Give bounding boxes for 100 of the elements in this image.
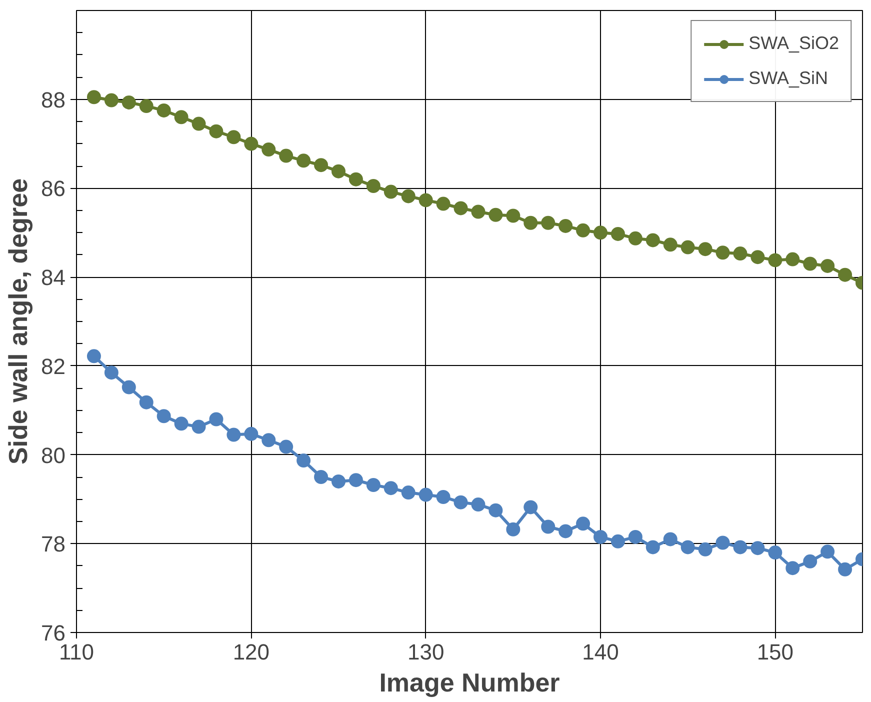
point	[576, 223, 590, 238]
point	[716, 536, 730, 550]
point	[506, 208, 520, 223]
point	[86, 349, 101, 364]
point	[524, 500, 538, 514]
point	[174, 110, 188, 124]
x-tick-label: 130	[407, 640, 444, 664]
point	[786, 252, 800, 266]
point	[628, 530, 642, 544]
point	[698, 242, 712, 256]
point	[418, 488, 433, 502]
point	[348, 172, 363, 186]
point	[244, 426, 258, 441]
x-tick-label: 150	[756, 640, 794, 664]
point	[436, 490, 450, 504]
x-axis-title: Image Number	[379, 668, 560, 698]
point	[279, 148, 294, 163]
point	[488, 208, 503, 222]
point	[262, 142, 276, 157]
point	[750, 541, 765, 556]
legend-label: SWA_SiN	[748, 68, 828, 89]
point	[803, 256, 818, 271]
point	[384, 184, 398, 199]
point	[401, 486, 416, 500]
point	[296, 154, 311, 168]
point	[156, 409, 171, 424]
point	[192, 116, 206, 131]
point	[733, 540, 748, 554]
point	[332, 164, 346, 178]
point	[646, 233, 660, 248]
point	[104, 366, 118, 380]
point	[768, 253, 782, 268]
point	[594, 530, 608, 544]
point	[628, 231, 642, 246]
point	[646, 540, 660, 554]
point	[139, 395, 154, 410]
point	[663, 238, 678, 252]
point	[471, 204, 486, 219]
point	[366, 478, 380, 492]
y-tick-label: 86	[41, 176, 66, 202]
x-tick-label: 140	[582, 640, 619, 664]
point	[209, 412, 224, 426]
x-tick-label: 120	[232, 640, 270, 664]
point	[122, 95, 136, 110]
point	[104, 93, 118, 108]
point	[209, 124, 224, 138]
point	[296, 454, 311, 468]
point	[418, 193, 433, 208]
point	[541, 520, 556, 534]
point	[401, 189, 416, 204]
point	[820, 544, 835, 559]
point	[803, 554, 818, 568]
point	[838, 268, 852, 282]
point	[384, 481, 398, 496]
point	[594, 226, 608, 240]
y-tick-label: 80	[41, 442, 66, 468]
y-axis-title: Side wall angle, degree	[3, 178, 34, 465]
point	[488, 503, 503, 518]
point	[768, 546, 782, 560]
point	[122, 380, 136, 394]
point	[786, 561, 800, 576]
point	[610, 226, 625, 241]
point	[716, 246, 730, 260]
point	[348, 473, 363, 488]
y-tick-label: 84	[41, 265, 66, 290]
point	[156, 103, 171, 118]
point	[750, 250, 765, 264]
point	[139, 99, 154, 114]
point	[226, 428, 241, 442]
point	[610, 534, 625, 548]
point	[698, 542, 712, 556]
point	[174, 416, 188, 431]
point	[663, 532, 678, 546]
point	[244, 136, 258, 151]
y-tick-label: 82	[41, 354, 66, 379]
point	[506, 522, 520, 536]
point	[680, 540, 695, 554]
point	[262, 433, 276, 448]
point	[436, 196, 450, 211]
point	[524, 216, 538, 230]
point	[366, 179, 380, 193]
point	[576, 516, 590, 531]
point	[86, 90, 101, 104]
point	[541, 216, 556, 230]
point	[226, 130, 241, 144]
point	[332, 474, 346, 488]
point	[838, 562, 852, 576]
legend-label: SWA_SiO2	[748, 33, 839, 54]
point	[454, 201, 468, 216]
point	[279, 440, 294, 454]
point	[558, 524, 573, 538]
point	[454, 495, 468, 510]
point	[558, 218, 573, 233]
point	[314, 158, 328, 172]
point	[471, 498, 486, 512]
point	[733, 246, 748, 261]
y-tick-label: 78	[41, 532, 66, 557]
point	[680, 240, 695, 254]
point	[192, 420, 206, 434]
point	[314, 470, 328, 484]
